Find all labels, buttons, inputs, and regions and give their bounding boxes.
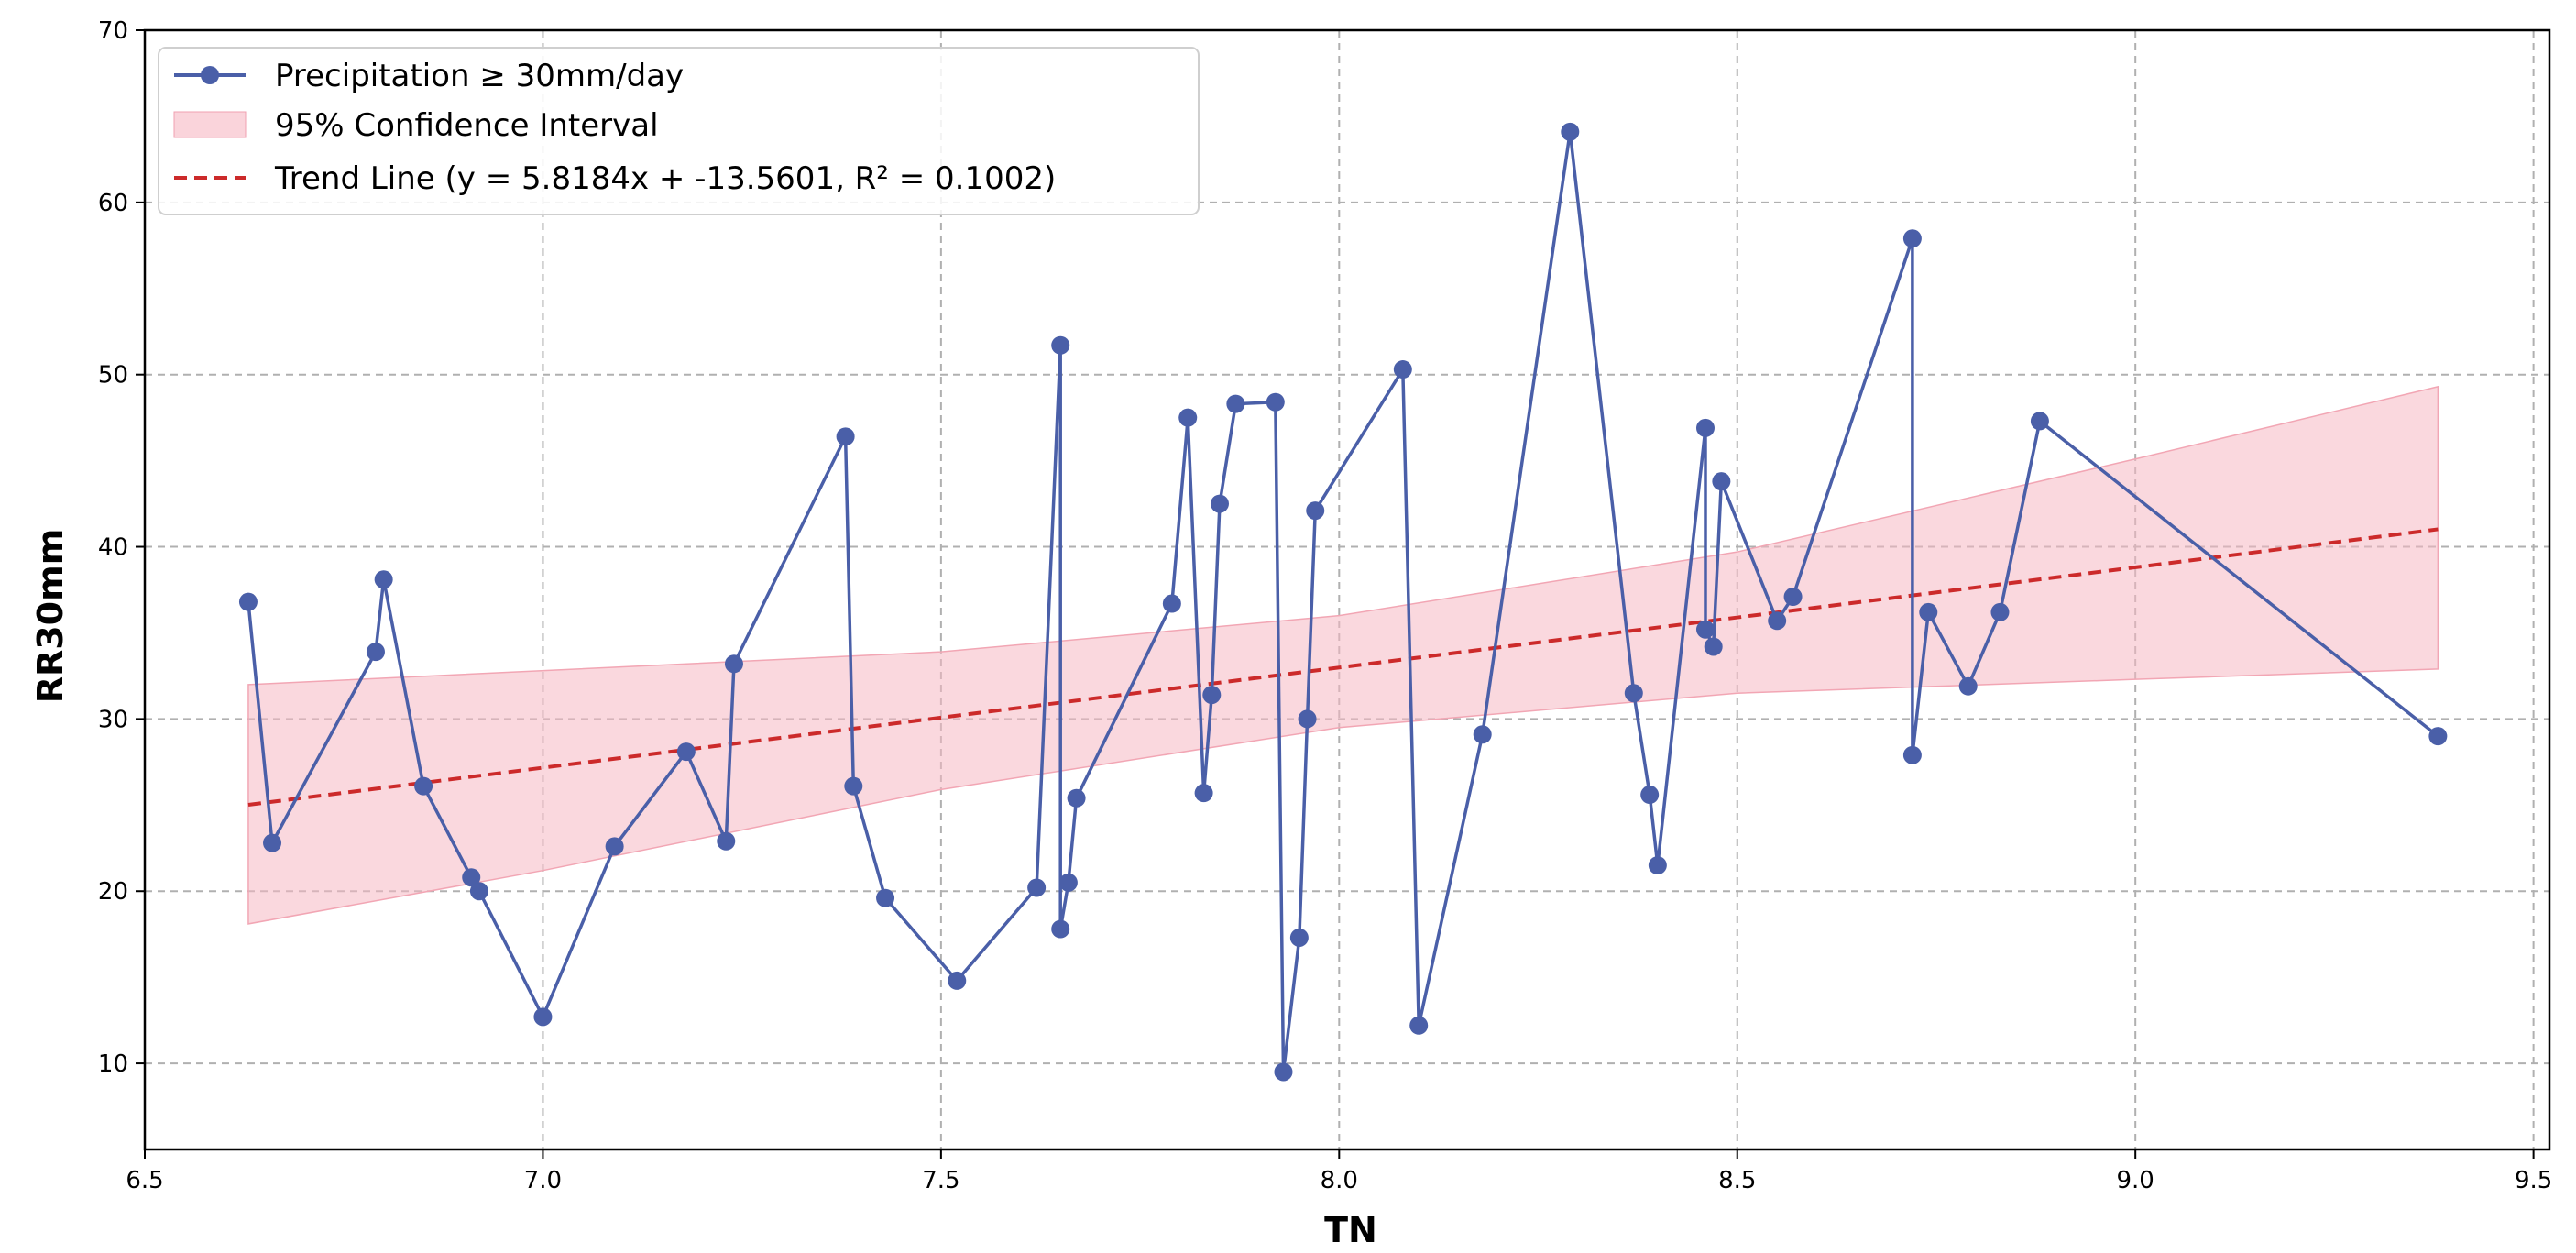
data-point <box>717 831 736 851</box>
data-point <box>263 833 282 852</box>
data-point <box>1067 788 1086 808</box>
x-tick-label: 8.0 <box>1321 1167 1358 1194</box>
data-point <box>1704 637 1723 656</box>
data-point <box>1202 686 1222 705</box>
data-point <box>1051 919 1070 939</box>
data-point <box>844 776 863 796</box>
data-point <box>1051 335 1070 355</box>
data-point <box>676 742 696 762</box>
x-axis-title: TN <box>1324 1210 1377 1250</box>
data-point <box>414 776 433 796</box>
data-point <box>1298 709 1317 729</box>
legend-label-trend: Trend Line (y = 5.8184x + -13.5601, R² =… <box>274 160 1056 197</box>
data-point <box>1266 392 1285 412</box>
data-point <box>1162 594 1181 613</box>
data-point <box>1990 602 2010 621</box>
data-point <box>1178 408 1198 427</box>
data-point <box>1561 122 1580 141</box>
legend-series-marker-swatch <box>201 66 219 84</box>
data-point <box>1902 745 1922 764</box>
data-point <box>1648 856 1667 875</box>
x-tick-label: 7.5 <box>922 1167 959 1194</box>
data-point <box>1958 676 1978 696</box>
data-point <box>1210 494 1229 513</box>
data-point <box>238 592 258 611</box>
trend-line <box>247 527 2439 807</box>
data-point <box>462 868 481 887</box>
data-point <box>605 837 624 856</box>
y-tick-label: 70 <box>98 17 128 45</box>
series-line <box>247 130 2439 1074</box>
tick-layer: 6.5 7.0 7.5 8.0 8.5 9.0 9.5 10 20 30 40 50 60 70 <box>98 17 2552 1194</box>
x-tick-label: 9.5 <box>2515 1167 2552 1194</box>
data-point <box>1783 588 1803 607</box>
data-point <box>1768 611 1787 631</box>
data-point <box>1712 472 1731 491</box>
x-tick-label: 9.0 <box>2117 1167 2154 1194</box>
data-point <box>1919 602 1938 621</box>
y-tick-label: 40 <box>98 534 128 562</box>
y-tick-label: 60 <box>98 190 128 217</box>
data-point <box>2030 412 2049 431</box>
data-point <box>1274 1062 1293 1082</box>
data-point <box>1902 229 1922 248</box>
data-point <box>374 570 393 589</box>
data-point <box>2428 727 2448 746</box>
data-point <box>1306 501 1325 521</box>
data-point <box>1640 786 1660 805</box>
data-point <box>1393 360 1412 379</box>
x-tick-label: 7.0 <box>524 1167 562 1194</box>
legend: Precipitation ≥ 30mm/day 95% Confidence … <box>158 47 1200 215</box>
data-point <box>876 888 895 907</box>
data-point <box>1289 928 1309 947</box>
data-point <box>1194 784 1213 803</box>
data-point <box>469 882 488 901</box>
trend-line-layer <box>247 527 2439 807</box>
legend-label-series: Precipitation ≥ 30mm/day <box>275 58 684 94</box>
data-point <box>948 971 967 990</box>
legend-box <box>158 47 1200 215</box>
plot-area-frame <box>143 28 2551 1151</box>
data-point <box>1027 878 1047 897</box>
y-axis-title: RR30mm <box>30 529 71 704</box>
grid <box>144 29 2549 1149</box>
data-point <box>724 654 743 674</box>
data-point <box>366 643 385 662</box>
data-point <box>1473 725 1492 744</box>
y-tick-label: 20 <box>98 878 128 906</box>
y-tick-label: 30 <box>98 706 128 733</box>
y-tick-label: 50 <box>98 362 128 390</box>
legend-ci-swatch <box>173 111 247 138</box>
data-point <box>1624 684 1643 703</box>
data-point <box>836 427 855 446</box>
x-tick-label: 6.5 <box>126 1167 163 1194</box>
data-point <box>1409 1016 1429 1035</box>
y-tick-label: 10 <box>98 1050 128 1078</box>
x-tick-label: 8.5 <box>1718 1167 1756 1194</box>
legend-label-ci: 95% Confidence Interval <box>275 107 659 144</box>
series-layer <box>238 122 2448 1082</box>
data-point <box>1695 418 1715 437</box>
data-point <box>1695 620 1715 639</box>
data-point <box>1058 873 1078 892</box>
data-point <box>1226 394 1245 413</box>
data-point <box>533 1007 553 1027</box>
